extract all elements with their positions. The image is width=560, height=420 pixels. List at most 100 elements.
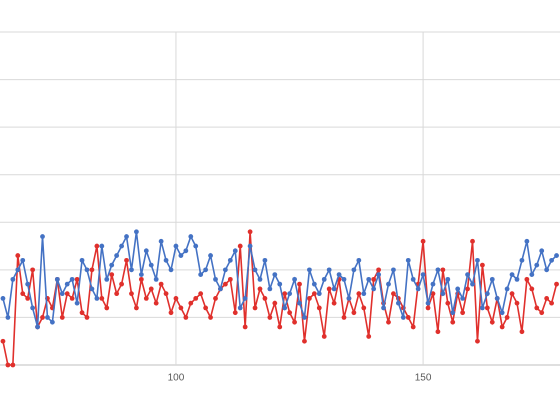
data-point: [489, 276, 495, 282]
data-point: [30, 267, 36, 273]
data-point: [262, 296, 268, 301]
data-point: [509, 272, 515, 278]
data-point: [529, 272, 535, 278]
data-point: [104, 276, 110, 282]
data-point: [69, 276, 75, 282]
data-point: [5, 362, 11, 368]
data-point: [331, 300, 337, 306]
data-point: [237, 243, 243, 249]
data-point: [504, 286, 510, 292]
data-point: [134, 229, 139, 235]
data-point: [292, 319, 297, 325]
data-point: [386, 281, 391, 287]
data-point: [410, 324, 416, 330]
data-point: [143, 296, 149, 301]
data-point: [316, 305, 322, 311]
data-point: [79, 310, 85, 316]
data-point: [148, 286, 154, 292]
data-point: [381, 305, 386, 311]
data-point: [242, 296, 248, 301]
data-point: [277, 281, 283, 287]
data-point: [287, 310, 293, 316]
data-point: [227, 276, 233, 282]
data-point: [499, 310, 505, 316]
data-point: [465, 272, 470, 278]
data-point: [425, 300, 431, 306]
data-point: [524, 238, 530, 244]
data-point: [460, 296, 466, 301]
data-point: [391, 291, 396, 297]
data-point: [445, 300, 451, 306]
data-point: [425, 305, 431, 311]
data-point: [232, 248, 238, 254]
data-point: [158, 281, 164, 287]
data-point: [430, 281, 436, 287]
data-point: [430, 291, 436, 297]
data-point: [124, 234, 129, 239]
data-point: [470, 281, 475, 287]
data-point: [84, 315, 90, 320]
data-point: [20, 257, 26, 263]
data-point: [45, 315, 50, 320]
data-point: [267, 315, 273, 320]
data-point: [163, 257, 169, 263]
data-point: [400, 315, 406, 320]
data-point: [109, 262, 115, 268]
data-point: [489, 319, 495, 325]
data-point: [74, 276, 80, 282]
data-point: [351, 267, 357, 273]
data-point: [292, 276, 297, 282]
data-point: [109, 272, 115, 278]
data-point: [257, 276, 263, 282]
data-point: [173, 243, 179, 249]
data-point: [242, 324, 248, 330]
data-point: [247, 243, 253, 249]
data-point: [475, 338, 480, 344]
data-point: [341, 315, 347, 320]
data-point: [455, 286, 461, 292]
data-point: [193, 296, 199, 301]
data-point: [30, 305, 36, 311]
data-point: [391, 267, 396, 273]
data-point: [193, 243, 199, 249]
data-point: [302, 338, 307, 344]
data-point: [20, 291, 26, 297]
data-point: [59, 315, 65, 320]
data-point: [549, 300, 554, 306]
data-point: [361, 305, 367, 311]
data-point: [252, 305, 258, 311]
data-point: [460, 310, 466, 316]
data-point: [386, 319, 391, 325]
data-point: [321, 276, 327, 282]
data-point: [59, 291, 65, 297]
data-point: [297, 281, 302, 287]
data-point: [371, 286, 377, 292]
data-point: [336, 272, 342, 278]
data-point: [514, 300, 520, 306]
x-tick-label: 150: [415, 373, 432, 384]
data-point: [222, 267, 228, 273]
data-point: [49, 319, 55, 325]
data-point: [222, 281, 228, 287]
data-point: [40, 315, 45, 320]
data-point: [440, 267, 446, 273]
data-point: [168, 310, 174, 316]
data-point: [163, 291, 169, 297]
data-point: [213, 276, 218, 282]
data-point: [203, 267, 209, 273]
data-point: [143, 248, 149, 254]
data-point: [99, 296, 105, 301]
data-point: [435, 329, 441, 335]
data-point: [420, 272, 426, 278]
data-point: [114, 291, 120, 297]
data-point: [307, 296, 312, 301]
data-point: [331, 286, 337, 292]
data-point: [435, 267, 441, 273]
data-point: [213, 296, 218, 301]
data-point: [410, 276, 416, 282]
data-point: [524, 276, 530, 282]
data-point: [287, 291, 293, 297]
data-point: [25, 281, 31, 287]
data-point: [129, 291, 134, 297]
